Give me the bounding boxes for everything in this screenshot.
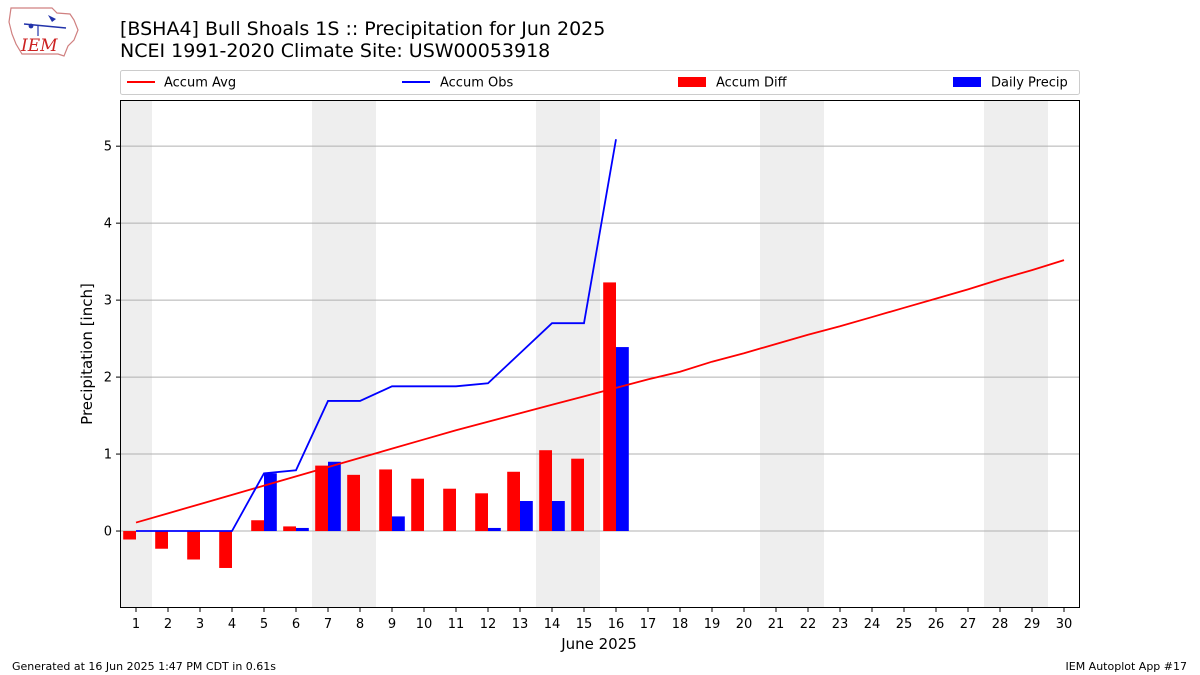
x-tick-label: 12 [480, 617, 497, 632]
weekend-band [536, 100, 568, 608]
x-tick-label: 17 [640, 617, 657, 632]
accum-diff-bar [123, 531, 136, 540]
x-tick-label: 9 [388, 617, 396, 632]
weekend-band [792, 100, 824, 608]
accum-avg-line [135, 259, 1065, 524]
daily-precip-bar [392, 516, 405, 532]
accum-diff-bar [315, 465, 328, 532]
lines [135, 139, 1065, 532]
y-tick-label: 0 [104, 525, 112, 540]
accum-diff-bar [539, 450, 552, 532]
accum-diff-bar [251, 520, 264, 532]
x-tick-label: 24 [864, 617, 881, 632]
accum-obs-line [136, 139, 617, 532]
legend-label-accum-avg: Accum Avg [164, 76, 236, 91]
weekend-band [1016, 100, 1048, 608]
legend-box [120, 70, 1080, 95]
daily-precip-bar [328, 461, 341, 532]
legend-swatch-accum-diff [678, 77, 706, 87]
x-tick-label: 10 [416, 617, 433, 632]
iem-logo: IEM [8, 7, 79, 57]
x-tick-label: 11 [448, 617, 465, 632]
x-tick-label: 27 [960, 617, 977, 632]
x-tick-label: 26 [928, 617, 945, 632]
x-tick-label: 21 [768, 617, 785, 632]
legend-swatch-daily-precip [953, 77, 981, 87]
daily-precip-bar [552, 501, 565, 532]
plot-frame [120, 100, 1080, 608]
x-axis-label: June 2025 [560, 635, 637, 653]
y-tick-label: 3 [104, 294, 112, 309]
accum-diff-bar [507, 471, 520, 532]
y-tick-label: 4 [104, 217, 112, 232]
x-tick-label: 15 [576, 617, 593, 632]
daily-precip-bar [520, 501, 533, 532]
daily-precip-bar [616, 347, 629, 532]
daily-precip-bar [264, 473, 277, 532]
weekend-band [312, 100, 344, 608]
x-tick-label: 7 [324, 617, 332, 632]
x-tick-label: 18 [672, 617, 689, 632]
x-tick-label: 2 [164, 617, 172, 632]
x-tick-label: 20 [736, 617, 753, 632]
generated-footer: Generated at 16 Jun 2025 1:47 PM CDT in … [12, 660, 276, 673]
y-tick-label: 1 [104, 448, 112, 463]
x-axis-ticks: 1 2 3 4 5 6 7 8 9 10 11 12 13 14 15 16 17 18 19 20 21 22 23 24 2… [132, 608, 1072, 632]
x-tick-label: 16 [608, 617, 625, 632]
x-tick-label: 19 [704, 617, 721, 632]
daily-precip-bar [488, 527, 501, 532]
accum-diff-bar [347, 474, 360, 532]
accum-diff-bar [443, 488, 456, 532]
x-tick-label: 6 [292, 617, 300, 632]
accum-diff-bar [283, 526, 296, 532]
legend-label-accum-obs: Accum Obs [440, 76, 513, 91]
y-gridlines [120, 145, 1080, 532]
weekend-band [760, 100, 792, 608]
weekend-band [984, 100, 1016, 608]
accum-diff-bar [187, 531, 200, 560]
x-tick-label: 1 [132, 617, 140, 632]
app-footer: IEM Autoplot App #17 [1066, 660, 1188, 673]
y-axis-label: Precipitation [inch] [78, 283, 96, 425]
accum-diff-bar [603, 282, 616, 532]
x-tick-label: 3 [196, 617, 204, 632]
y-tick-label: 5 [104, 140, 112, 155]
x-tick-label: 30 [1056, 617, 1073, 632]
legend-label-accum-diff: Accum Diff [716, 76, 788, 91]
x-tick-label: 22 [800, 617, 817, 632]
y-axis-ticks: 0 1 2 3 4 5 [104, 140, 120, 540]
accum-diff-bar [571, 458, 584, 532]
chart-subtitle: NCEI 1991-2020 Climate Site: USW00053918 [120, 40, 550, 62]
x-tick-label: 28 [992, 617, 1009, 632]
x-tick-label: 29 [1024, 617, 1041, 632]
legend-label-daily-precip: Daily Precip [991, 76, 1068, 91]
accum-diff-bar [411, 478, 424, 532]
y-tick-label: 2 [104, 371, 112, 386]
daily-precip-bar [296, 527, 309, 532]
x-tick-label: 13 [512, 617, 529, 632]
logo-text: IEM [20, 36, 58, 56]
accum-diff-bar [475, 493, 488, 532]
legend: Accum Avg Accum Obs Accum Diff Daily Pre… [120, 70, 1080, 95]
accum-diff-bar [379, 469, 392, 532]
chart-title: [BSHA4] Bull Shoals 1S :: Precipitation … [120, 18, 605, 40]
accum-diff-bar [219, 531, 232, 568]
x-tick-label: 14 [544, 617, 561, 632]
x-tick-label: 5 [260, 617, 268, 632]
weekend-shading [120, 100, 1048, 608]
x-tick-label: 25 [896, 617, 913, 632]
x-tick-label: 8 [356, 617, 364, 632]
weekend-band [344, 100, 376, 608]
weekend-band [568, 100, 600, 608]
x-tick-label: 23 [832, 617, 849, 632]
weekend-band [120, 100, 152, 608]
bars [123, 282, 629, 568]
accum-diff-bar [155, 531, 168, 549]
x-tick-label: 4 [228, 617, 236, 632]
